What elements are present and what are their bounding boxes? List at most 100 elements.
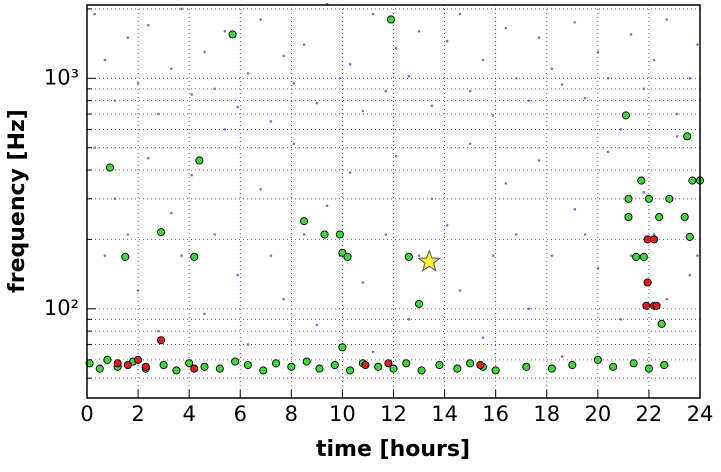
x-tick-label: 12 xyxy=(380,402,407,426)
x-tick-label: 16 xyxy=(482,402,509,426)
point xyxy=(302,357,311,366)
point xyxy=(402,359,411,368)
point xyxy=(649,235,659,244)
point xyxy=(215,364,224,373)
point xyxy=(113,197,117,201)
point xyxy=(246,72,250,75)
point xyxy=(123,360,132,370)
point xyxy=(338,343,347,352)
point xyxy=(643,278,652,287)
point xyxy=(236,273,239,277)
point xyxy=(568,360,577,370)
point xyxy=(619,128,623,131)
point xyxy=(481,58,485,62)
point xyxy=(259,18,262,21)
point xyxy=(259,366,268,375)
point xyxy=(315,323,319,327)
point xyxy=(642,87,646,91)
point xyxy=(491,254,495,257)
point xyxy=(85,359,94,368)
point xyxy=(491,366,500,375)
point xyxy=(624,213,633,222)
x-tick-label: 14 xyxy=(431,402,458,426)
point xyxy=(504,182,508,185)
x-tick-label: 6 xyxy=(234,402,247,426)
point xyxy=(361,281,365,284)
point xyxy=(141,362,150,371)
point xyxy=(514,77,518,80)
point xyxy=(371,12,375,16)
point xyxy=(384,89,388,93)
point xyxy=(243,360,252,370)
point xyxy=(685,232,694,241)
point xyxy=(430,104,434,108)
point xyxy=(696,254,699,257)
point xyxy=(629,33,633,36)
point xyxy=(417,366,426,375)
point xyxy=(583,96,587,100)
point xyxy=(660,360,669,370)
point xyxy=(629,359,638,368)
point xyxy=(435,360,444,370)
point xyxy=(696,43,699,46)
point xyxy=(371,350,375,354)
x-tick-label: 4 xyxy=(182,402,195,426)
point xyxy=(680,213,689,222)
point xyxy=(315,101,319,105)
point xyxy=(560,355,564,358)
point xyxy=(527,307,531,311)
point xyxy=(453,364,462,373)
point xyxy=(573,208,577,211)
x-tick-label: 0 xyxy=(80,402,93,426)
point xyxy=(320,230,329,239)
point xyxy=(637,176,646,185)
point xyxy=(655,213,664,222)
point xyxy=(190,252,199,261)
point xyxy=(374,362,383,371)
x-tick-label: 8 xyxy=(285,402,298,426)
point xyxy=(652,233,656,236)
point xyxy=(665,18,669,21)
x-tick-label: 24 xyxy=(687,402,714,426)
point xyxy=(609,362,618,371)
y-axis-label: frequency [Hz] xyxy=(5,109,30,293)
point xyxy=(325,204,329,208)
point xyxy=(200,362,209,371)
point xyxy=(547,364,556,373)
point xyxy=(665,297,669,301)
point xyxy=(407,318,411,321)
point xyxy=(335,230,344,239)
point xyxy=(190,364,199,373)
point xyxy=(126,36,130,40)
point xyxy=(652,58,656,62)
point xyxy=(514,233,518,236)
point xyxy=(292,82,296,85)
point xyxy=(665,194,674,203)
point xyxy=(157,329,160,333)
point xyxy=(445,39,449,43)
point xyxy=(236,105,239,109)
point xyxy=(126,233,130,236)
x-axis-label: time [hours] xyxy=(316,437,470,462)
point xyxy=(157,336,166,345)
point xyxy=(652,301,661,310)
point xyxy=(468,142,472,146)
point xyxy=(231,357,240,366)
point xyxy=(527,99,531,102)
point xyxy=(223,29,227,33)
point xyxy=(113,359,122,368)
point xyxy=(103,254,107,257)
point xyxy=(624,194,633,203)
point xyxy=(688,176,697,185)
point xyxy=(642,191,646,194)
point xyxy=(688,77,692,80)
point xyxy=(491,114,495,117)
point xyxy=(550,67,554,71)
point xyxy=(407,75,411,78)
point xyxy=(169,211,173,215)
point xyxy=(481,336,485,339)
point xyxy=(185,359,194,368)
point xyxy=(169,67,173,71)
point xyxy=(103,355,112,364)
point xyxy=(560,83,564,86)
